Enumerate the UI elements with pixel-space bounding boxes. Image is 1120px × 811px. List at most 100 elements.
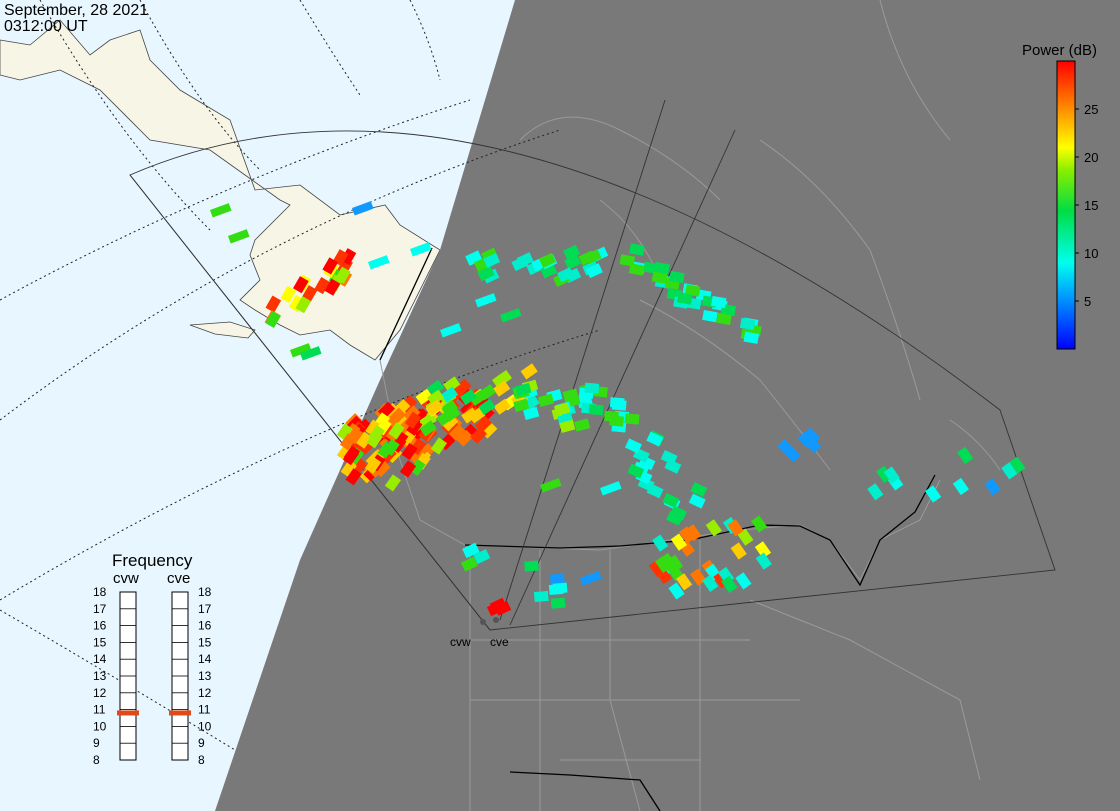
backscatter-cell [716,312,732,326]
backscatter-cell [652,534,669,552]
backscatter-cell [662,492,680,508]
radar-site-label-cvw: cvw [450,635,471,649]
backscatter-cell [377,441,394,459]
backscatter-cell [368,255,390,270]
backscatter-cell [425,399,444,416]
power-colorbar: Power (dB) 25 20 15 10 5 [1022,42,1098,350]
frequency-radar-label-cve: cve [167,570,190,587]
frequency-tick-label: 14 [93,652,107,666]
backscatter-cell [478,398,496,416]
backscatter-cell [1001,462,1018,480]
frequency-tick-label: 13 [198,669,212,683]
backscatter-cell [670,505,687,521]
backscatter-cells [210,201,1026,617]
backscatter-cell [288,294,305,312]
colorbar-tick-label: 20 [1084,150,1098,165]
backscatter-cell [356,431,373,449]
backscatter-cell [690,568,707,586]
backscatter-cell [664,458,682,474]
night-boundaries [379,0,1001,811]
frequency-tick-label: 12 [93,686,107,700]
backscatter-cell [301,285,318,303]
radar-site-cvw [480,619,486,625]
frequency-radar-label-cvw: cvw [113,570,139,587]
backscatter-cell [580,571,602,586]
backscatter-cell [486,601,504,617]
radar-site-markers: cvw cve [450,617,509,649]
backscatter-cell [730,542,747,560]
backscatter-cell [440,386,459,403]
backscatter-cell [651,271,668,284]
frequency-tick-label: 18 [93,585,107,599]
backscatter-cell [629,243,645,256]
backscatter-cell [265,295,282,313]
frequency-tick-label: 17 [93,602,107,616]
backscatter-cell [406,418,423,436]
backscatter-cell [735,572,752,590]
backscatter-cell [684,284,701,297]
backscatter-cell [443,376,461,393]
backscatter-cell [609,415,624,427]
backscatter-cell [666,554,684,573]
backscatter-cell [624,413,640,425]
backscatter-cell [513,398,530,412]
backscatter-cell [314,276,330,295]
backscatter-cell [538,393,555,407]
backscatter-cell [352,201,374,216]
backscatter-cell [783,445,801,463]
backscatter-cell [399,460,417,478]
backscatter-cell [677,292,693,305]
frequency-tick-label: 13 [93,669,107,683]
date-label: September, 28 2021 [4,2,148,19]
backscatter-cell [300,346,322,361]
frequency-tick-label: 14 [198,652,212,666]
colorbar-tick-label: 15 [1084,198,1098,213]
backscatter-cell [511,256,529,272]
backscatter-cell [440,399,459,416]
backscatter-cell [655,555,672,574]
backscatter-cell [803,427,821,445]
backscatter-cell [289,343,312,358]
backscatter-cell [430,437,448,455]
backscatter-cell [599,481,622,496]
backscatter-cell [669,270,685,284]
backscatter-cell [364,456,382,474]
backscatter-cell [415,388,433,405]
backscatter-cell [584,249,602,265]
backscatter-cell [336,423,353,441]
backscatter-cell [500,308,522,323]
backscatter-cell [473,549,491,565]
backscatter-cell [523,406,540,421]
backscatter-cell [474,415,492,433]
frequency-tick-label: 9 [93,736,100,750]
backscatter-cell [552,582,568,594]
backscatter-cell [410,242,432,257]
backscatter-cell [322,257,339,275]
frequency-tick-label: 8 [198,753,205,767]
frequency-tick-label: 10 [198,719,212,733]
backscatter-cell [515,382,532,397]
backscatter-cell [751,515,768,533]
backscatter-cell [721,575,738,594]
backscatter-cell [324,278,341,296]
frequency-tick-label: 16 [93,619,107,633]
backscatter-cell [459,388,478,406]
colorbar-tick-label: 10 [1084,246,1098,261]
backscatter-cell [628,263,645,276]
backscatter-cell [654,262,670,275]
backscatter-cell [426,389,445,406]
backscatter-cell [441,414,459,432]
radar-site-label-cve: cve [490,635,509,649]
backscatter-cell [710,295,727,309]
backscatter-cell [588,404,604,416]
frequency-tick-label: 18 [198,585,212,599]
backscatter-cell [295,296,312,314]
frequency-tick-label: 9 [198,736,205,750]
backscatter-cell [456,429,474,447]
backscatter-cell [563,244,581,260]
backscatter-cell [755,552,772,570]
backscatter-cell [440,323,462,338]
backscatter-cell [984,478,1001,496]
backscatter-cell [478,384,496,401]
backscatter-cell [883,466,900,484]
